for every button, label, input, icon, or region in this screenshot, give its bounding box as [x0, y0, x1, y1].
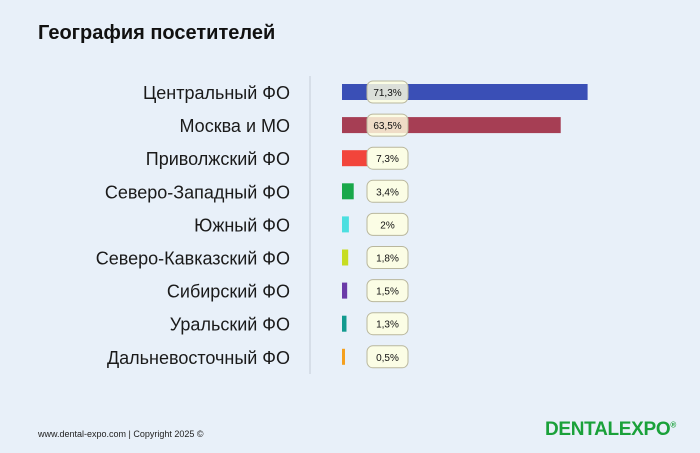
bar: [342, 282, 348, 299]
category-label: Северо-Западный ФО: [105, 182, 290, 202]
data-label: 1,5%: [376, 287, 399, 298]
data-label-box: [366, 312, 409, 336]
bar: [342, 249, 349, 266]
bar: [342, 150, 368, 167]
data-label-box: [366, 279, 409, 303]
footer-copyright: www.dental-expo.com | Copyright 2025 ©: [38, 429, 204, 439]
data-label-box: [366, 345, 409, 369]
data-label-box: [366, 80, 409, 104]
bar: [342, 348, 345, 365]
bar: [342, 315, 347, 332]
data-label: 71,3%: [373, 88, 401, 99]
data-label-box: [366, 212, 409, 236]
bar: [342, 183, 354, 200]
category-label: Северо-Кавказский ФО: [96, 249, 290, 269]
data-label-box: [366, 113, 409, 137]
data-label-box: [366, 146, 409, 170]
data-label: 3,4%: [376, 187, 399, 198]
category-label: Сибирский ФО: [167, 282, 290, 302]
category-label: Южный ФО: [194, 215, 290, 235]
chart-title: География посетителей: [38, 22, 276, 44]
category-label: Москва и МО: [179, 116, 290, 136]
category-label: Уральский ФО: [170, 315, 290, 335]
dentalexpo-logo: DENTALEXPO®: [545, 419, 676, 441]
category-label: Дальневосточный ФО: [107, 348, 290, 368]
category-label: Центральный ФО: [143, 83, 290, 103]
bar: [342, 216, 349, 233]
logo-registered-mark: ®: [670, 420, 676, 430]
data-label: 7,3%: [376, 154, 399, 165]
logo-text: DENTALEXPO: [544, 419, 671, 440]
category-label: Приволжский ФО: [146, 149, 290, 169]
data-label: 2%: [380, 220, 395, 231]
data-label: 1,3%: [376, 320, 399, 331]
data-label: 63,5%: [373, 121, 401, 132]
data-label: 1,8%: [376, 254, 399, 265]
data-label: 0,5%: [376, 353, 399, 364]
data-label-box: [366, 179, 409, 203]
data-label-box: [366, 246, 409, 269]
